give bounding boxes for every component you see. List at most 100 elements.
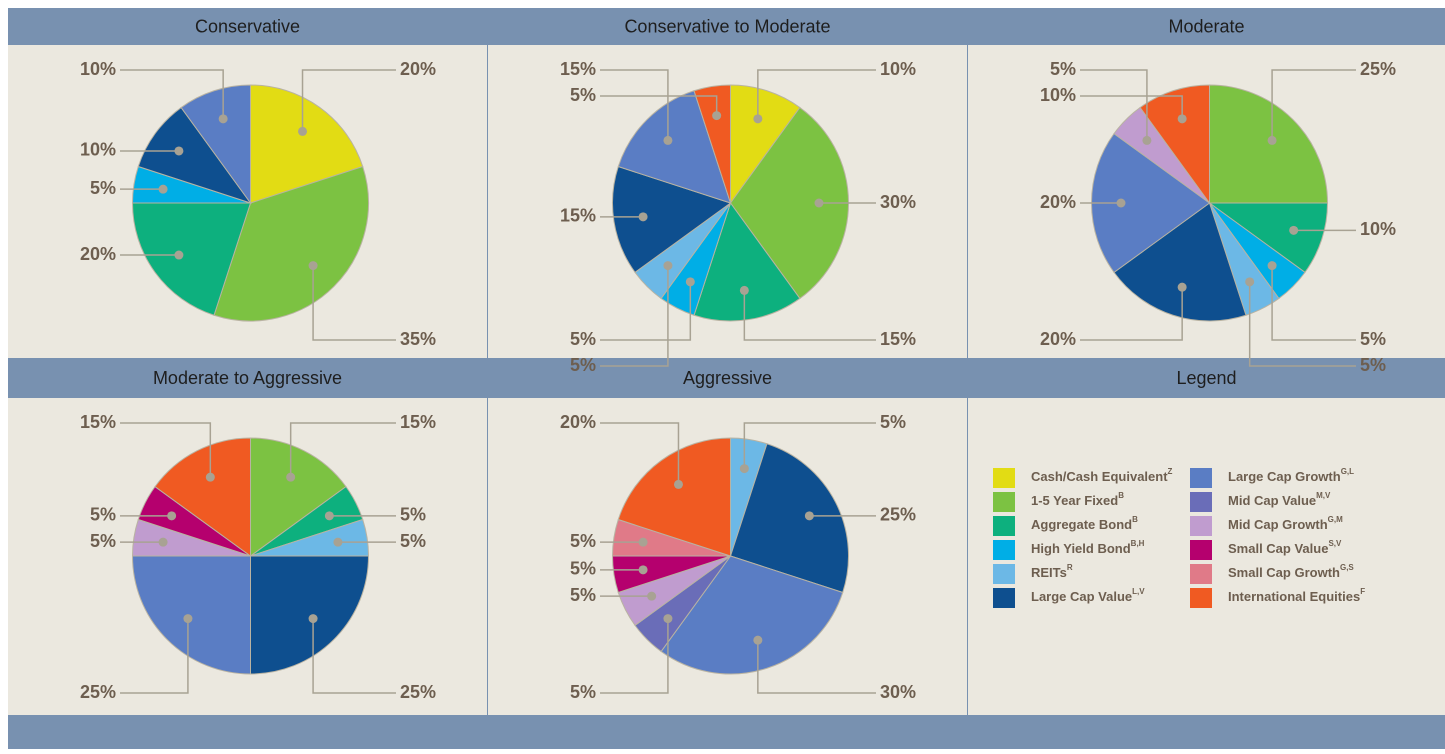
value-label: 5%: [570, 85, 596, 105]
value-label: 25%: [400, 682, 436, 702]
legend-name: International Equities: [1228, 589, 1360, 604]
legend-name: Mid Cap Value: [1228, 493, 1316, 508]
value-label: 15%: [880, 329, 916, 349]
value-label: 20%: [80, 244, 116, 264]
value-label: 5%: [90, 178, 116, 198]
legend-label: Large Cap GrowthG,L: [1228, 467, 1354, 484]
leader-line: [600, 69, 669, 141]
legend-label: REITsR: [1031, 563, 1073, 580]
value-label: 20%: [400, 59, 436, 79]
legend-swatch: [993, 468, 1015, 488]
value-label: 15%: [560, 206, 596, 226]
leader-dot: [739, 285, 749, 295]
value-label: 5%: [570, 682, 596, 702]
value-label: 15%: [560, 59, 596, 79]
legend-name: Mid Cap Growth: [1228, 517, 1328, 532]
pie-slice: [137, 106, 252, 204]
leader-dot: [638, 212, 648, 222]
value-label: 25%: [80, 682, 116, 702]
leader-line: [600, 422, 680, 485]
leader-dot: [308, 614, 318, 624]
panel-title: Conservative to Moderate: [624, 16, 830, 36]
pie-slice: [693, 84, 731, 204]
leader-dot: [1267, 261, 1277, 271]
leader-dot: [753, 114, 763, 124]
value-label: 30%: [880, 682, 916, 702]
legend-note: G,M: [1328, 515, 1343, 524]
leader-dot: [638, 537, 648, 547]
leader-dot: [1177, 282, 1187, 292]
legend-label: Aggregate BondB: [1031, 515, 1138, 532]
leader-line: [312, 618, 396, 694]
leader-dot: [638, 565, 648, 575]
legend-note: F: [1360, 587, 1365, 596]
value-label: 10%: [80, 59, 116, 79]
value-label: 25%: [880, 505, 916, 525]
leader-line: [120, 422, 212, 478]
leader-line: [1248, 281, 1356, 367]
leader-line: [1271, 69, 1356, 141]
legend-label: International EquitiesF: [1228, 587, 1365, 604]
legend-swatch: [1190, 516, 1212, 536]
panel-title: Moderate to Aggressive: [153, 368, 342, 388]
pie-slice: [250, 437, 347, 557]
legend-note: G,L: [1341, 467, 1354, 476]
leader-dot: [814, 198, 824, 208]
legend-swatch: [1190, 492, 1212, 512]
pie-slice: [1209, 84, 1329, 204]
leader-dot: [1289, 225, 1299, 235]
legend-swatch: [1190, 540, 1212, 560]
leader-dot: [685, 277, 695, 287]
leader-dot: [663, 261, 673, 271]
legend-note: G,S: [1340, 563, 1354, 572]
value-label: 5%: [400, 505, 426, 525]
value-label: 20%: [560, 412, 596, 432]
leader-dot: [324, 511, 334, 521]
pie-slice: [131, 555, 251, 675]
legend-name: Large Cap Growth: [1228, 469, 1341, 484]
legend-name: High Yield Bond: [1031, 541, 1131, 556]
panel-title: Aggressive: [683, 368, 772, 388]
leader-line: [312, 265, 396, 341]
leader-dot: [167, 511, 177, 521]
legend-name: Aggregate Bond: [1031, 517, 1132, 532]
pie-slice: [660, 555, 844, 675]
value-label: 5%: [570, 585, 596, 605]
leader-dot: [804, 511, 814, 521]
pie-slice: [180, 84, 251, 205]
legend-note: L,V: [1132, 587, 1145, 596]
value-label: 5%: [1360, 355, 1386, 375]
leader-line: [120, 69, 224, 119]
value-label: 30%: [880, 192, 916, 212]
value-label: 10%: [1360, 219, 1396, 239]
pie-slice: [1139, 84, 1210, 205]
leader-line: [289, 422, 396, 478]
leader-dot: [663, 135, 673, 145]
value-label: 5%: [570, 531, 596, 551]
pie-slice: [1113, 202, 1247, 322]
leader-dot: [308, 261, 318, 271]
value-label: 35%: [400, 329, 436, 349]
leader-line: [757, 69, 876, 119]
pie-slice: [730, 84, 801, 205]
leader-dot: [174, 146, 184, 156]
leader-line: [1080, 287, 1183, 341]
legend-swatch: [1190, 564, 1212, 584]
legend-name: 1-5 Year Fixed: [1031, 493, 1118, 508]
leader-line: [757, 640, 876, 694]
legend-label: 1-5 Year FixedB: [1031, 491, 1124, 508]
value-label: 25%: [1360, 59, 1396, 79]
legend-name: Cash/Cash Equivalent: [1031, 469, 1168, 484]
pie-slice: [250, 555, 370, 675]
pie-slice: [250, 84, 364, 204]
leader-line: [600, 618, 669, 694]
legend-name: Small Cap Growth: [1228, 565, 1340, 580]
leader-line: [120, 618, 189, 694]
leader-dot: [174, 250, 184, 260]
panel-title: Conservative: [195, 16, 300, 36]
leader-dot: [753, 635, 763, 645]
value-label: 10%: [880, 59, 916, 79]
leader-dot: [673, 479, 683, 489]
value-label: 5%: [570, 559, 596, 579]
